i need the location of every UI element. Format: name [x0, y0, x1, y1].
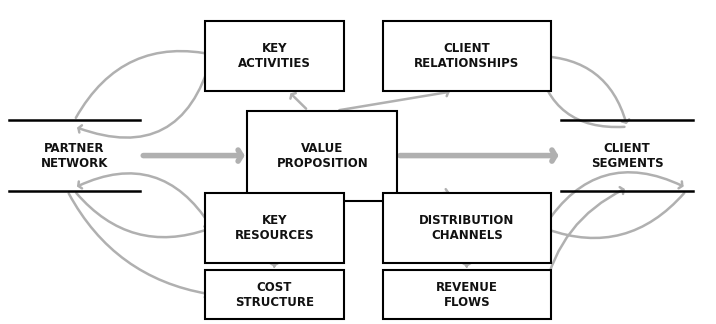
- FancyBboxPatch shape: [383, 192, 551, 263]
- FancyArrowPatch shape: [339, 189, 448, 200]
- FancyArrowPatch shape: [79, 59, 211, 138]
- Text: DISTRIBUTION
CHANNELS: DISTRIBUTION CHANNELS: [419, 214, 515, 242]
- Text: VALUE
PROPOSITION: VALUE PROPOSITION: [276, 142, 368, 169]
- FancyBboxPatch shape: [205, 270, 344, 319]
- FancyArrowPatch shape: [76, 51, 215, 118]
- FancyArrowPatch shape: [548, 193, 684, 238]
- Text: PARTNER
NETWORK: PARTNER NETWORK: [41, 142, 108, 169]
- FancyBboxPatch shape: [205, 21, 344, 91]
- FancyArrowPatch shape: [339, 89, 448, 110]
- FancyArrowPatch shape: [78, 173, 211, 226]
- FancyBboxPatch shape: [248, 110, 397, 201]
- FancyArrowPatch shape: [539, 56, 629, 122]
- FancyArrowPatch shape: [534, 60, 624, 127]
- FancyArrowPatch shape: [545, 172, 682, 226]
- FancyArrowPatch shape: [544, 187, 624, 292]
- FancyArrowPatch shape: [143, 150, 241, 161]
- Text: KEY
ACTIVITIES: KEY ACTIVITIES: [238, 42, 311, 70]
- FancyBboxPatch shape: [383, 21, 551, 91]
- FancyArrowPatch shape: [291, 93, 306, 109]
- Text: REVENUE
FLOWS: REVENUE FLOWS: [436, 281, 498, 308]
- Text: KEY
RESOURCES: KEY RESOURCES: [234, 214, 314, 242]
- Text: CLIENT
SEGMENTS: CLIENT SEGMENTS: [591, 142, 664, 169]
- FancyArrowPatch shape: [77, 193, 208, 237]
- FancyArrowPatch shape: [69, 193, 208, 297]
- FancyArrowPatch shape: [400, 150, 555, 161]
- FancyArrowPatch shape: [463, 263, 470, 266]
- Text: CLIENT
RELATIONSHIPS: CLIENT RELATIONSHIPS: [414, 42, 519, 70]
- FancyArrowPatch shape: [271, 263, 278, 266]
- FancyBboxPatch shape: [383, 270, 551, 319]
- FancyArrowPatch shape: [292, 191, 306, 200]
- FancyBboxPatch shape: [205, 192, 344, 263]
- Text: COST
STRUCTURE: COST STRUCTURE: [235, 281, 314, 308]
